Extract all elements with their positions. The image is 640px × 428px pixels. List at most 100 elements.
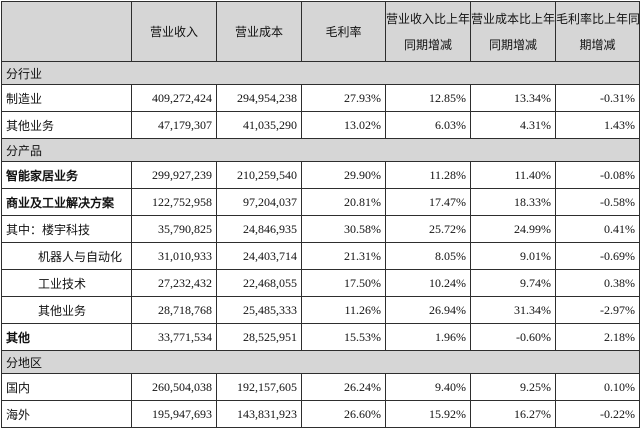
row-label: 海外 [1, 400, 132, 428]
cell-cost-yoy-change: 31.34% [470, 296, 556, 324]
section-label: 分地区 [1, 350, 640, 374]
cell-revenue-yoy-change: 11.28% [385, 161, 471, 189]
cell-cost-yoy-change: 9.01% [470, 242, 556, 270]
row-label: 商业及工业解决方案 [1, 188, 132, 216]
cell-cost-yoy-change: 9.25% [470, 373, 556, 401]
cell-cost: 294,954,238 [216, 84, 302, 112]
table-row: 其中：楼宇科技 35,790,825 24,846,935 30.58% 25.72% 2… [1, 215, 640, 243]
cell-margin-yoy-change: 1.43% [555, 111, 640, 139]
cell-margin-yoy-change: -0.31% [555, 84, 640, 112]
section-label: 分产品 [1, 138, 640, 162]
table-row: 智能家居业务 299,927,239 210,259,540 29.90% 11.28%… [1, 161, 640, 189]
row-label: 制造业 [1, 84, 132, 112]
row-label: 工业技术 [1, 269, 132, 297]
cell-gross-margin: 17.50% [301, 269, 386, 297]
cell-cost: 24,846,935 [216, 215, 302, 243]
row-label: 国内 [1, 373, 132, 401]
cell-revenue: 122,752,958 [131, 188, 217, 216]
cell-cost-yoy-change: -0.60% [470, 323, 556, 351]
cell-revenue-yoy-change: 26.94% [385, 296, 471, 324]
cell-gross-margin: 27.93% [301, 84, 386, 112]
cell-revenue: 33,771,534 [131, 323, 217, 351]
cell-margin-yoy-change: -0.69% [555, 242, 640, 270]
cell-margin-yoy-change: -2.97% [555, 296, 640, 324]
cell-revenue: 195,947,693 [131, 400, 217, 428]
table-row: 其他业务 28,718,768 25,485,333 11.26% 26.94% 31.3… [1, 296, 640, 324]
row-label: 其他 [1, 323, 132, 351]
cell-revenue-yoy-change: 9.40% [385, 373, 471, 401]
table-row: 制造业 409,272,424 294,954,238 27.93% 12.85% 13.… [1, 84, 640, 112]
header-gross-margin: 毛利率 [301, 1, 386, 62]
cell-gross-margin: 20.81% [301, 188, 386, 216]
table-row: 机器人与自动化 31,010,933 24,403,714 21.31% 8.05% 9.… [1, 242, 640, 270]
cell-revenue-yoy-change: 1.96% [385, 323, 471, 351]
table-row: 其他 33,771,534 28,525,951 15.53% 1.96% -0.60% 2… [1, 323, 640, 351]
header-revenue: 营业收入 [131, 1, 217, 62]
cell-cost: 22,468,055 [216, 269, 302, 297]
cell-revenue-yoy-change: 17.47% [385, 188, 471, 216]
cell-cost-yoy-change: 24.99% [470, 215, 556, 243]
row-label: 其他业务 [1, 111, 132, 139]
cell-gross-margin: 15.53% [301, 323, 386, 351]
table-row: 海外 195,947,693 143,831,923 26.60% 15.92% 16.2… [1, 400, 640, 428]
cell-revenue: 260,504,038 [131, 373, 217, 401]
cell-revenue-yoy-change: 15.92% [385, 400, 471, 428]
header-row: 营业收入 营业成本 毛利率 营业收入比上年 同期增减 营业成本比上年 同期增减 毛利率比上年同… [1, 1, 640, 62]
cell-revenue-yoy-change: 12.85% [385, 84, 471, 112]
cell-cost-yoy-change: 16.27% [470, 400, 556, 428]
cell-cost: 24,403,714 [216, 242, 302, 270]
header-margin-yoy-change: 毛利率比上年同 期增减 [555, 1, 640, 62]
row-label: 智能家居业务 [1, 161, 132, 189]
cell-cost: 143,831,923 [216, 400, 302, 428]
cell-revenue-yoy-change: 8.05% [385, 242, 471, 270]
header-revenue-yoy-change: 营业收入比上年 同期增减 [385, 1, 471, 62]
row-label: 机器人与自动化 [1, 242, 132, 270]
row-label: 其中：楼宇科技 [1, 215, 132, 243]
cell-gross-margin: 29.90% [301, 161, 386, 189]
cell-revenue-yoy-change: 10.24% [385, 269, 471, 297]
section-label: 分行业 [1, 61, 640, 85]
cell-revenue: 409,272,424 [131, 84, 217, 112]
cell-cost: 210,259,540 [216, 161, 302, 189]
cell-cost-yoy-change: 11.40% [470, 161, 556, 189]
cell-gross-margin: 13.02% [301, 111, 386, 139]
cell-revenue: 31,010,933 [131, 242, 217, 270]
section-row: 分产品 [1, 138, 640, 162]
cell-gross-margin: 21.31% [301, 242, 386, 270]
cell-gross-margin: 11.26% [301, 296, 386, 324]
cell-gross-margin: 26.60% [301, 400, 386, 428]
cell-revenue-yoy-change: 25.72% [385, 215, 471, 243]
section-row: 分地区 [1, 350, 640, 374]
table-body: 分行业 制造业 409,272,424 294,954,238 27.93% 12.85%… [1, 61, 640, 428]
header-cost-yoy-change: 营业成本比上年 同期增减 [470, 1, 556, 62]
cell-margin-yoy-change: 0.38% [555, 269, 640, 297]
cell-margin-yoy-change: -0.22% [555, 400, 640, 428]
cell-cost: 25,485,333 [216, 296, 302, 324]
cell-revenue: 47,179,307 [131, 111, 217, 139]
cell-cost: 192,157,605 [216, 373, 302, 401]
cell-cost: 28,525,951 [216, 323, 302, 351]
row-label: 其他业务 [1, 296, 132, 324]
cell-margin-yoy-change: -0.08% [555, 161, 640, 189]
cell-revenue: 35,790,825 [131, 215, 217, 243]
cell-revenue: 27,232,432 [131, 269, 217, 297]
header-cost: 营业成本 [216, 1, 302, 62]
cell-cost: 97,204,037 [216, 188, 302, 216]
cell-cost-yoy-change: 13.34% [470, 84, 556, 112]
cell-cost: 41,035,290 [216, 111, 302, 139]
cell-revenue-yoy-change: 6.03% [385, 111, 471, 139]
table-row: 国内 260,504,038 192,157,605 26.24% 9.40% 9.25%… [1, 373, 640, 401]
table-row: 商业及工业解决方案 122,752,958 97,204,037 20.81% 17.4… [1, 188, 640, 216]
table-row: 工业技术 27,232,432 22,468,055 17.50% 10.24% 9.74… [1, 269, 640, 297]
cell-margin-yoy-change: 0.41% [555, 215, 640, 243]
cell-revenue: 299,927,239 [131, 161, 217, 189]
cell-margin-yoy-change: -0.58% [555, 188, 640, 216]
cell-gross-margin: 30.58% [301, 215, 386, 243]
cell-revenue: 28,718,768 [131, 296, 217, 324]
cell-cost-yoy-change: 4.31% [470, 111, 556, 139]
table-row: 其他业务 47,179,307 41,035,290 13.02% 6.03% 4.31%… [1, 111, 640, 139]
cell-margin-yoy-change: 2.18% [555, 323, 640, 351]
cell-cost-yoy-change: 9.74% [470, 269, 556, 297]
cell-gross-margin: 26.24% [301, 373, 386, 401]
